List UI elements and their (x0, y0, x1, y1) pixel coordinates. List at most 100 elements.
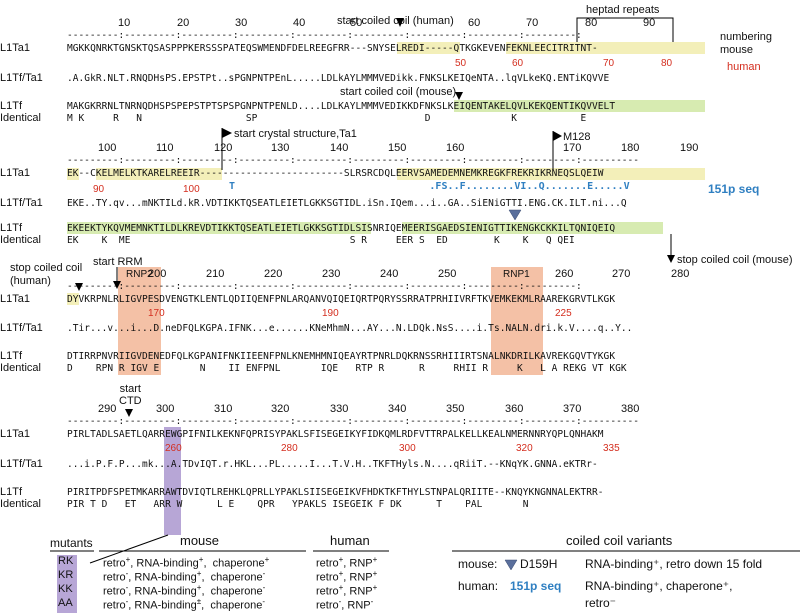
crystal-flag (222, 128, 232, 138)
mutation-highlight (164, 427, 181, 535)
row-label-l1tf: L1Tf (0, 222, 23, 234)
ruler-line: ---------:---------:---------:---------:… (67, 416, 639, 427)
seq-l1ta1: PIRLTADLSAETLQARREWGPIFNILKEKNFQPRISYPAK… (67, 429, 604, 440)
ruler-number: 290 (98, 403, 117, 415)
mutants-header: mutants (50, 536, 93, 550)
row-label-l1tf-ta1: L1Tf/Ta1 (0, 197, 43, 209)
seq-l1tf-ta1: ...i.P.F.P...mk...A.TDvIQT.r.HKL...PL...… (67, 459, 598, 470)
seq-151p-label: 151p seq (708, 182, 760, 196)
ruler-number: 130 (271, 142, 290, 154)
ruler-number: 70 (526, 17, 539, 29)
red-number: 335 (603, 443, 620, 454)
row-label-l1ta1: L1Ta1 (0, 167, 30, 179)
coiled-coil-highlight-human-4 (96, 168, 222, 180)
mutation-connector (89, 534, 169, 564)
ruler-number: 210 (206, 268, 225, 280)
stop-coiled-coil-human-label: stop coiled coil (human) (10, 262, 83, 287)
arrow-stop-human (75, 283, 83, 291)
row-label-identical: Identical (0, 498, 41, 510)
arrow-stop-mouse (667, 255, 675, 263)
ruler-number: 320 (271, 403, 290, 415)
row-label-l1ta1: L1Ta1 (0, 293, 30, 305)
red-number: 80 (661, 58, 673, 69)
seq-l1tf: MAKGKRRNLTNRNQDHSPSPEPSTPTSPSPGNPNTPENLD… (67, 101, 616, 112)
mouse-phenotype-row: retro+, RNA-binding+, chaperone+ (103, 555, 270, 570)
mutant-rk: RK (58, 555, 74, 567)
row-label-l1ta1: L1Ta1 (0, 42, 30, 54)
seq-identical: D RPN R IGV E N II ENFPNL IQE RTP R R RH… (67, 363, 627, 374)
human-phenotype-row: retro+, RNP+ (316, 569, 378, 584)
human-header: human (330, 533, 370, 548)
arrow-start-ctd (125, 409, 133, 417)
row-label-l1tf-ta1: L1Tf/Ta1 (0, 72, 43, 84)
mouse-phenotype-row: retro-, RNA-binding±, chaperone- (103, 597, 265, 612)
ruler-number: 330 (330, 403, 349, 415)
red-number: 320 (516, 443, 533, 454)
arrow-coil-mouse (455, 92, 463, 100)
coiled-coil-highlight-human-5 (397, 168, 705, 180)
variant-human-desc-2: retro⁻ (585, 596, 617, 610)
ruler-number: 120 (214, 142, 233, 154)
variant-human-desc-1: RNA-binding⁺, chaperone⁺, (585, 579, 733, 593)
rnp2-label: RNP2 (126, 269, 153, 280)
rnp1-highlight (491, 267, 543, 375)
mutant-aa: AA (58, 597, 73, 609)
human-label: human (727, 61, 761, 73)
seq-151p-blue: T .FS..F........VI..Q.......E.....V (229, 181, 630, 192)
ruler-number: 60 (468, 17, 481, 29)
row-label-l1tf-ta1: L1Tf/Ta1 (0, 458, 43, 470)
ruler-number: 160 (446, 142, 465, 154)
mouse-phenotype-row: retro-, RNA-binding+, chaperone- (103, 569, 266, 584)
ruler-number: 80 (585, 17, 598, 29)
start-rrm-label: start RRM (93, 256, 143, 268)
human-phenotype-row: retro+, RNP+ (316, 583, 378, 598)
ruler-number: 340 (388, 403, 407, 415)
ruler-number: 240 (380, 268, 399, 280)
row-label-l1tf-ta1: L1Tf/Ta1 (0, 322, 43, 334)
heptad-repeats-label: heptad repeats (586, 4, 660, 16)
ruler-number: 230 (322, 268, 341, 280)
red-number: 225 (555, 308, 572, 319)
ruler-number: 350 (446, 403, 465, 415)
start-ctd-label: start CTD (119, 383, 142, 407)
ruler-number: 90 (643, 17, 656, 29)
variant-human-name: 151p seq (510, 579, 562, 593)
coiled-coil-highlight-mouse-1 (454, 100, 705, 112)
human-phenotype-row: retro-, RNP- (316, 597, 374, 612)
ruler-number: 200 (148, 268, 167, 280)
coiled-coil-highlight-human-3 (67, 168, 79, 180)
ruler-number: 180 (621, 142, 640, 154)
row-label-identical: Identical (0, 234, 41, 246)
row-label-l1tf: L1Tf (0, 350, 23, 362)
ruler-number: 110 (156, 142, 174, 154)
red-number: 50 (455, 58, 467, 69)
numbering-mouse-label: numbering mouse (720, 31, 772, 56)
red-number: 300 (399, 443, 416, 454)
coiled-coil-highlight-mouse-2 (67, 222, 371, 234)
heptad-bracket (576, 17, 674, 42)
mutant-kr: KR (58, 569, 74, 581)
mutant-kk: KK (58, 583, 73, 595)
seq-l1ta1: DYVKRPNLRLIGVPESDVENGTKLENTLQDIIQENFPNLA… (67, 294, 616, 305)
arrow-start-rrm (113, 281, 121, 289)
ruler-number: 170 (563, 142, 582, 154)
row-label-l1tf: L1Tf (0, 100, 23, 112)
red-number: 70 (603, 58, 615, 69)
ruler-number: 270 (612, 268, 631, 280)
ruler-number: 190 (680, 142, 699, 154)
seq-l1ta1: MGKKQNRKTGNSKTQSASPPPKERSSSPATEQSWMENDFD… (67, 43, 598, 54)
seq-identical: EK K ME S R EER S ED K K Q QEI (67, 235, 575, 246)
seq-l1tf: PIRITPDFSPETMKARRAWTDVIQTLREHKLQPRLLYPAK… (67, 487, 604, 498)
ruler-number: 220 (264, 268, 283, 280)
coiled-coil-highlight-human-1 (397, 42, 460, 54)
ruler-line: ---------:---------:---------:---------:… (67, 281, 582, 292)
stop-coiled-coil-mouse-label: stop coiled coil (mouse) (677, 254, 793, 266)
ruler-number: 50 (350, 17, 363, 29)
d159h-triangle (508, 209, 522, 221)
rnp1-label: RNP1 (503, 269, 530, 280)
arrow-coil-human (396, 18, 404, 27)
coiled-coil-highlight-human-6 (67, 293, 79, 305)
legend-triangle (504, 559, 518, 571)
coiled-coil-variants-title: coiled coil variants (566, 533, 673, 548)
seq-l1tf-ta1: .Tir...v...i...D.neDFQLKGPA.IFNK...e....… (67, 323, 633, 334)
